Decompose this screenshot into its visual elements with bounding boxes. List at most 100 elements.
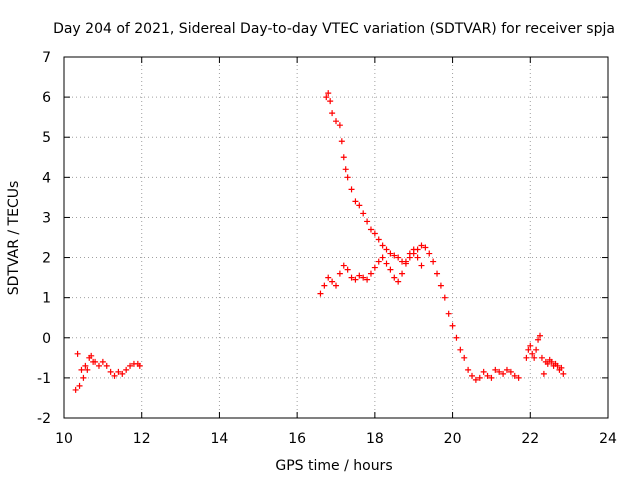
data-point: [364, 218, 371, 225]
data-point: [360, 210, 367, 217]
data-point: [323, 94, 330, 101]
data-point: [356, 272, 363, 279]
data-point: [437, 282, 444, 289]
data-point: [107, 368, 114, 375]
y-tick-label: -2: [37, 411, 51, 427]
data-point: [333, 282, 339, 289]
y-tick-label: -1: [37, 371, 51, 387]
data-point: [395, 278, 402, 285]
data-point: [375, 258, 382, 265]
data-point: [352, 198, 359, 205]
data-point: [457, 346, 464, 353]
data-point: [465, 366, 472, 373]
data-point: [500, 370, 507, 377]
data-point: [348, 274, 355, 281]
data-point: [82, 362, 89, 369]
data-point: [537, 332, 543, 339]
data-point: [317, 290, 324, 297]
x-tick-label: 22: [521, 431, 539, 447]
data-point: [387, 266, 394, 273]
data-point: [344, 174, 351, 181]
data-point: [554, 362, 561, 369]
y-tick-label: 4: [42, 170, 51, 186]
data-point: [395, 254, 402, 261]
data-point: [531, 354, 538, 361]
data-point: [74, 350, 81, 357]
data-point: [533, 346, 540, 353]
data-point: [511, 372, 518, 379]
data-point: [383, 260, 390, 267]
data-point: [469, 372, 475, 379]
data-point: [111, 372, 118, 379]
data-point: [496, 368, 503, 375]
y-tick-label: 5: [42, 130, 51, 146]
data-point: [406, 254, 413, 261]
data-point: [527, 342, 534, 349]
data-point: [449, 322, 456, 329]
data-point: [402, 260, 409, 267]
data-point: [480, 368, 487, 375]
data-point: [472, 376, 479, 383]
data-point: [321, 282, 328, 289]
y-axis-label: SDTVAR / TECUs: [6, 181, 22, 296]
data-point: [523, 354, 530, 361]
data-point: [441, 294, 448, 301]
data-point: [348, 186, 355, 193]
y-tick-label: 1: [42, 291, 51, 307]
data-point: [418, 262, 425, 269]
data-point: [399, 270, 406, 277]
x-tick-label: 18: [366, 431, 384, 447]
data-point: [445, 310, 452, 317]
data-point: [414, 254, 421, 261]
data-point: [352, 276, 359, 283]
data-point: [364, 276, 371, 283]
data-point: [383, 246, 390, 253]
data-point: [336, 270, 343, 277]
data-point: [123, 366, 130, 373]
data-point: [329, 278, 336, 285]
data-point: [426, 250, 433, 257]
data-point: [99, 358, 106, 365]
data-point: [327, 98, 334, 105]
data-point: [136, 362, 143, 369]
chart-title: Day 204 of 2021, Sidereal Day-to-day VTE…: [53, 21, 615, 37]
data-point: [325, 274, 332, 281]
data-point: [84, 366, 91, 373]
x-tick-label: 10: [55, 431, 73, 447]
data-point: [367, 226, 374, 233]
data-point: [410, 250, 417, 257]
data-point: [414, 246, 421, 253]
data-point: [329, 110, 336, 117]
data-point: [371, 264, 378, 271]
data-point: [375, 236, 382, 243]
data-point: [488, 374, 495, 381]
data-point: [548, 358, 555, 365]
data-point: [391, 252, 398, 259]
data-point: [379, 242, 386, 249]
data-point: [535, 336, 542, 343]
data-point: [529, 350, 536, 357]
data-point: [92, 358, 99, 365]
axis-ticks: [63, 56, 609, 419]
y-tick-label: 3: [42, 210, 51, 226]
data-point: [342, 166, 349, 173]
data-point: [387, 250, 394, 257]
data-point: [78, 366, 85, 373]
x-tick-label: 12: [133, 431, 151, 447]
data-point: [379, 254, 386, 261]
data-point: [338, 138, 345, 145]
data-point: [367, 270, 374, 277]
data-point: [360, 274, 367, 281]
data-point: [540, 370, 547, 377]
data-point: [356, 202, 363, 209]
data-point: [434, 270, 441, 277]
plot-frame: [63, 56, 609, 419]
data-point: [399, 258, 406, 265]
data-point: [340, 262, 347, 269]
data-point: [371, 230, 378, 237]
data-point: [461, 354, 468, 361]
data-point: [476, 374, 483, 381]
data-point: [515, 374, 522, 381]
